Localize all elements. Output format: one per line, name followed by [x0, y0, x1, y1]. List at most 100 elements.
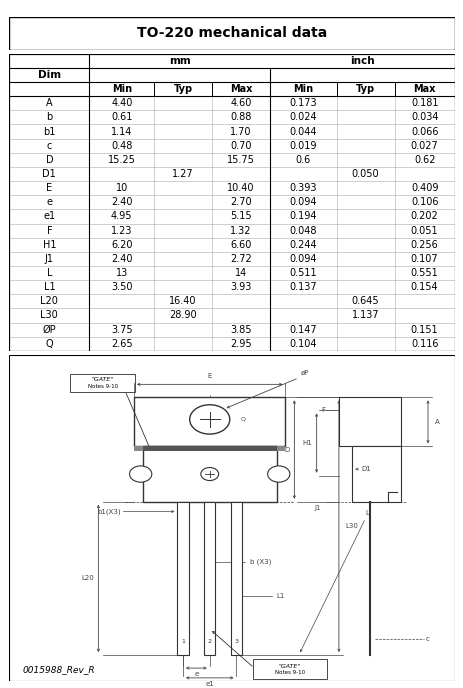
Text: 0.202: 0.202 — [410, 211, 438, 222]
FancyBboxPatch shape — [252, 659, 326, 679]
Text: L: L — [46, 268, 52, 278]
Text: 1.137: 1.137 — [351, 310, 379, 321]
Text: b (X3): b (X3) — [249, 559, 270, 566]
Text: Dim: Dim — [38, 70, 61, 80]
Text: 0.044: 0.044 — [289, 127, 316, 136]
Text: 16.40: 16.40 — [169, 297, 196, 306]
FancyBboxPatch shape — [70, 374, 135, 392]
Bar — [143, 447, 276, 451]
Bar — [351, 447, 400, 502]
Text: 0.048: 0.048 — [289, 226, 316, 235]
Text: E: E — [207, 374, 212, 380]
Bar — [177, 502, 188, 655]
Text: 15.75: 15.75 — [226, 155, 254, 165]
Bar — [134, 447, 285, 451]
Circle shape — [129, 466, 151, 482]
Text: 0.62: 0.62 — [413, 155, 434, 165]
Text: 2.65: 2.65 — [111, 338, 132, 349]
Text: TO-220 mechanical data: TO-220 mechanical data — [137, 26, 326, 41]
Text: 0.173: 0.173 — [289, 98, 316, 108]
Text: 0.106: 0.106 — [410, 197, 438, 207]
Text: inch: inch — [349, 56, 374, 67]
Text: 0.137: 0.137 — [289, 282, 316, 292]
Text: A: A — [434, 419, 438, 425]
Circle shape — [267, 466, 289, 482]
Text: c: c — [47, 140, 52, 151]
Text: 2: 2 — [207, 639, 211, 645]
Text: 0.181: 0.181 — [410, 98, 438, 108]
Bar — [231, 502, 242, 655]
Text: øP: øP — [300, 370, 309, 376]
Text: 0.027: 0.027 — [410, 140, 438, 151]
Text: Typ: Typ — [355, 84, 375, 94]
Text: 0.104: 0.104 — [289, 338, 316, 349]
Text: 0.409: 0.409 — [410, 183, 438, 193]
Text: J1: J1 — [45, 254, 54, 264]
Bar — [204, 502, 215, 655]
Text: E: E — [46, 183, 52, 193]
Text: J1: J1 — [314, 505, 320, 511]
Text: L30: L30 — [40, 310, 58, 321]
Text: 0.019: 0.019 — [289, 140, 316, 151]
Text: "GATE": "GATE" — [92, 377, 114, 382]
Text: 2.40: 2.40 — [111, 254, 132, 264]
Text: 6.20: 6.20 — [111, 239, 132, 250]
Text: 0.256: 0.256 — [410, 239, 438, 250]
Text: 1.32: 1.32 — [230, 226, 251, 235]
Text: 1.23: 1.23 — [111, 226, 132, 235]
Text: 3: 3 — [234, 639, 238, 645]
Text: e: e — [46, 197, 52, 207]
Text: b1(X3): b1(X3) — [97, 508, 120, 515]
Text: L1: L1 — [44, 282, 55, 292]
Bar — [134, 398, 285, 447]
Text: 4.40: 4.40 — [111, 98, 132, 108]
Text: 0.645: 0.645 — [351, 297, 379, 306]
Text: 0.88: 0.88 — [230, 112, 251, 122]
Text: b: b — [46, 112, 52, 122]
Text: 1: 1 — [181, 639, 185, 645]
Text: 2.70: 2.70 — [230, 197, 251, 207]
Text: 0.066: 0.066 — [410, 127, 438, 136]
Text: 10.40: 10.40 — [227, 183, 254, 193]
Text: Min: Min — [112, 84, 131, 94]
Text: c: c — [425, 636, 429, 642]
Text: 0.147: 0.147 — [289, 325, 316, 334]
Text: Typ: Typ — [173, 84, 192, 94]
Text: 0.034: 0.034 — [410, 112, 438, 122]
Text: "GATE": "GATE" — [278, 664, 300, 669]
Text: mm: mm — [169, 56, 190, 67]
Text: Notes 9-10: Notes 9-10 — [88, 385, 118, 389]
Text: Q: Q — [240, 417, 245, 422]
Text: Notes 9-10: Notes 9-10 — [274, 671, 304, 676]
Text: 0.094: 0.094 — [289, 197, 316, 207]
Text: L1: L1 — [276, 593, 284, 599]
Text: 0.6: 0.6 — [295, 155, 310, 165]
Text: 0.551: 0.551 — [410, 268, 438, 278]
Text: e1: e1 — [205, 681, 213, 687]
Text: H1: H1 — [302, 440, 312, 446]
Text: D: D — [45, 155, 53, 165]
Text: e: e — [194, 671, 198, 678]
Text: H1: H1 — [43, 239, 56, 250]
Text: D1: D1 — [43, 169, 56, 179]
Text: L: L — [365, 510, 369, 516]
Text: 13: 13 — [115, 268, 128, 278]
Text: ØP: ØP — [43, 325, 56, 334]
Text: Min: Min — [293, 84, 313, 94]
Text: 0.48: 0.48 — [111, 140, 132, 151]
Text: 1.70: 1.70 — [230, 127, 251, 136]
Text: 1.27: 1.27 — [172, 169, 194, 179]
Text: 15.25: 15.25 — [107, 155, 135, 165]
Text: 0.024: 0.024 — [289, 112, 316, 122]
Text: L20: L20 — [40, 297, 58, 306]
Text: 1.14: 1.14 — [111, 127, 132, 136]
Text: 4.60: 4.60 — [230, 98, 251, 108]
Bar — [338, 398, 400, 447]
Text: 4.95: 4.95 — [111, 211, 132, 222]
Text: 0.094: 0.094 — [289, 254, 316, 264]
Text: 28.90: 28.90 — [169, 310, 196, 321]
Text: 0.393: 0.393 — [289, 183, 316, 193]
Text: Q: Q — [45, 338, 53, 349]
Text: 2.40: 2.40 — [111, 197, 132, 207]
Text: e1: e1 — [43, 211, 55, 222]
